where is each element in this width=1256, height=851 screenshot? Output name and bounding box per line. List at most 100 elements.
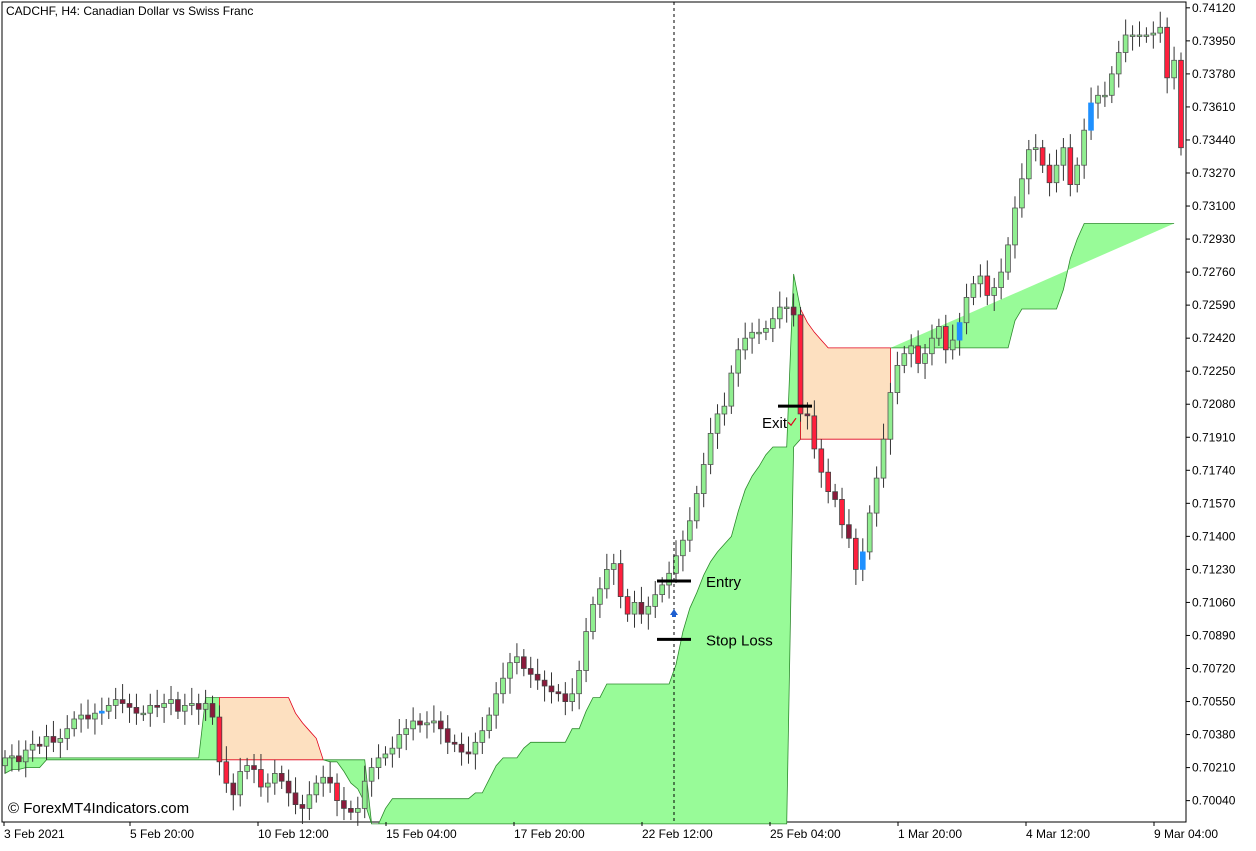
candle-body bbox=[154, 705, 161, 708]
candle-body bbox=[887, 392, 894, 440]
exit-label: Exit bbox=[762, 415, 788, 432]
candle-body bbox=[687, 520, 693, 541]
candle-body bbox=[22, 749, 29, 763]
y-tick-label: 0.71060 bbox=[1192, 595, 1236, 609]
candle-body bbox=[1095, 94, 1101, 104]
candle-body bbox=[1088, 102, 1094, 131]
candle-body bbox=[790, 306, 797, 316]
y-tick-label: 0.72590 bbox=[1192, 298, 1236, 312]
candle-body bbox=[1067, 147, 1074, 185]
candle-body bbox=[1074, 164, 1081, 185]
candle-body bbox=[57, 738, 64, 743]
candle-body bbox=[15, 755, 22, 763]
y-tick-label: 0.70380 bbox=[1192, 728, 1236, 742]
candle-body bbox=[818, 448, 825, 473]
candle-body bbox=[624, 596, 631, 615]
candle-body bbox=[278, 773, 285, 782]
candle-body bbox=[1143, 34, 1150, 37]
candle-body bbox=[590, 604, 596, 633]
candle-body bbox=[1115, 52, 1122, 75]
candle-body bbox=[576, 670, 582, 695]
candle-body bbox=[147, 705, 154, 714]
candle-body bbox=[251, 765, 257, 770]
candle-body bbox=[313, 782, 320, 796]
candle-body bbox=[195, 703, 202, 710]
candle-body bbox=[777, 306, 783, 320]
candle-body bbox=[500, 677, 506, 695]
candle-body bbox=[258, 769, 264, 788]
candle-body bbox=[1046, 164, 1053, 184]
candle-body bbox=[85, 714, 91, 720]
candle-body bbox=[1102, 94, 1108, 98]
candle-body bbox=[1157, 26, 1164, 34]
candle-body bbox=[458, 743, 465, 753]
candle-body bbox=[368, 767, 375, 782]
candle-body bbox=[1026, 149, 1032, 180]
candle-body bbox=[2, 757, 8, 767]
y-tick-label: 0.70550 bbox=[1192, 695, 1236, 709]
candle-body bbox=[991, 287, 997, 296]
y-tick-label: 0.72420 bbox=[1192, 331, 1236, 345]
candle-body bbox=[631, 602, 638, 615]
candle-body bbox=[693, 493, 700, 522]
candle-body bbox=[1109, 73, 1115, 96]
candle-body bbox=[652, 594, 658, 607]
candle-body bbox=[617, 563, 624, 597]
candle-body bbox=[175, 699, 181, 712]
y-tick-label: 0.73780 bbox=[1192, 67, 1236, 81]
candle-body bbox=[354, 808, 361, 813]
candle-body bbox=[597, 588, 603, 605]
candle-body bbox=[783, 306, 790, 310]
candle-body bbox=[763, 327, 769, 333]
candle-body bbox=[264, 782, 271, 788]
candle-body bbox=[292, 792, 299, 806]
candle-body bbox=[583, 631, 589, 671]
candle-body bbox=[396, 734, 403, 749]
candle-body bbox=[188, 703, 195, 706]
y-tick-label: 0.72930 bbox=[1192, 232, 1236, 246]
candle-body bbox=[1164, 26, 1170, 79]
candle-body bbox=[403, 728, 409, 735]
candle-body bbox=[922, 353, 928, 364]
candle-body bbox=[1060, 147, 1067, 166]
candle-body bbox=[105, 705, 112, 712]
candle-body bbox=[721, 405, 728, 415]
candle-body bbox=[880, 438, 887, 479]
candle-body bbox=[673, 555, 679, 574]
candle-body bbox=[64, 728, 71, 739]
candle-body bbox=[700, 464, 707, 495]
candle-body bbox=[140, 712, 147, 716]
candle-body bbox=[977, 275, 984, 285]
candle-body bbox=[853, 537, 859, 570]
candle-body bbox=[389, 747, 396, 755]
candle-body bbox=[444, 728, 451, 743]
y-tick-label: 0.70040 bbox=[1192, 794, 1236, 808]
y-tick-label: 0.71400 bbox=[1192, 529, 1236, 543]
candle-body bbox=[998, 271, 1004, 289]
x-tick-label: 1 Mar 20:00 bbox=[898, 827, 962, 841]
chart-title: CADCHF, H4: Canadian Dollar vs Swiss Fra… bbox=[6, 4, 253, 18]
x-tick-label: 25 Feb 04:00 bbox=[770, 827, 841, 841]
candle-body bbox=[555, 691, 562, 695]
y-tick-label: 0.71910 bbox=[1192, 430, 1236, 444]
candle-body bbox=[299, 804, 306, 809]
candle-body bbox=[71, 718, 78, 730]
candle-body bbox=[894, 364, 901, 393]
candle-body bbox=[610, 563, 617, 570]
x-tick-label: 5 Feb 20:00 bbox=[130, 827, 194, 841]
candle-body bbox=[1039, 147, 1046, 166]
candle-body bbox=[562, 693, 569, 702]
x-tick-label: 17 Feb 20:00 bbox=[514, 827, 585, 841]
candle-body bbox=[285, 780, 292, 794]
candle-body bbox=[43, 736, 50, 747]
candle-body bbox=[112, 699, 119, 706]
candle-body bbox=[1122, 34, 1129, 53]
plot-area bbox=[1, 1, 1187, 823]
y-tick-label: 0.72080 bbox=[1192, 397, 1236, 411]
candle-body bbox=[417, 720, 423, 726]
candle-body bbox=[78, 714, 84, 720]
candle-body bbox=[375, 757, 382, 769]
x-tick-label: 10 Feb 12:00 bbox=[258, 827, 329, 841]
